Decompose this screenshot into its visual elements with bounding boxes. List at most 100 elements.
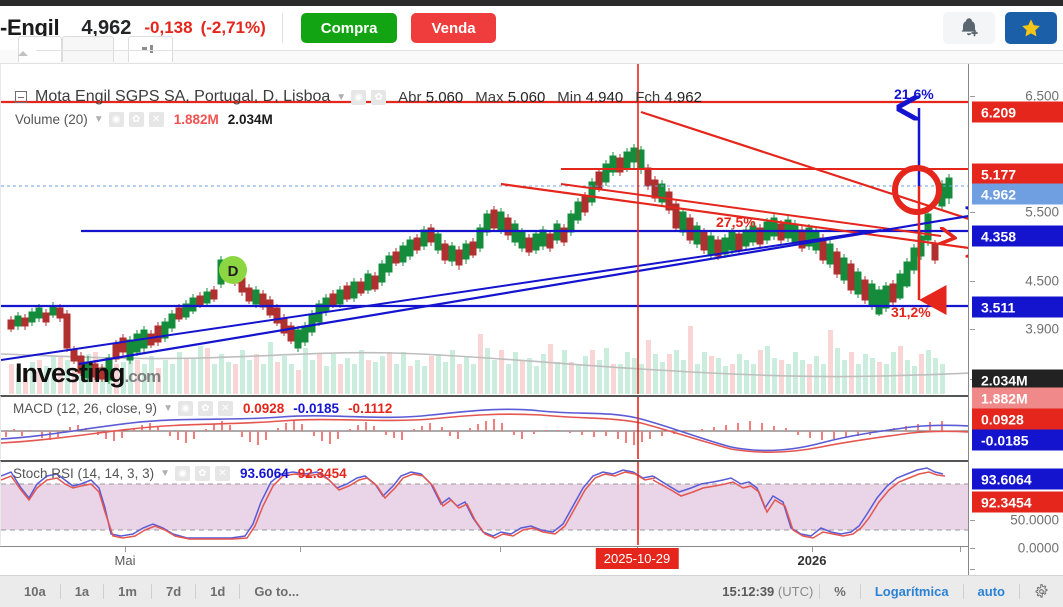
macd-legend: MACD (12, 26, close, 9) ▼ ◉ ✿ ✕ 0.0928 -… bbox=[13, 401, 392, 416]
goto-button[interactable]: Go to... bbox=[254, 584, 300, 599]
volume-value-1: 1.882M bbox=[173, 112, 219, 127]
window-top-strip bbox=[0, 0, 1063, 6]
macd-close-icon[interactable]: ✕ bbox=[217, 401, 233, 416]
header-divider bbox=[281, 13, 283, 43]
macd-value-1: 0.0928 bbox=[242, 401, 285, 416]
gear-icon[interactable]: ✿ bbox=[371, 89, 387, 105]
mid-percent-label: 27,5% bbox=[716, 214, 756, 230]
alert-button[interactable] bbox=[943, 12, 995, 44]
range-7d[interactable]: 7d bbox=[165, 584, 182, 599]
stoch-tick-bottom bbox=[970, 569, 975, 570]
axis-badge-4358: 4.358 bbox=[972, 225, 1063, 247]
x-tick-mai bbox=[125, 547, 126, 552]
gear-icon bbox=[1035, 584, 1048, 598]
sell-button[interactable]: Venda bbox=[411, 13, 496, 43]
toolbar-sep-2 bbox=[103, 584, 105, 599]
tab-3[interactable] bbox=[128, 36, 173, 62]
toolbar-sep-3 bbox=[150, 584, 152, 599]
stoch-value-1: 93.6064 bbox=[239, 466, 289, 481]
bell-plus-icon bbox=[961, 18, 978, 37]
price-change-percent: (-2,71%) bbox=[200, 18, 266, 37]
stoch-axis-badge-1: 93.6064 bbox=[972, 468, 1063, 490]
axis-label-3900: 3.900 bbox=[1025, 321, 1059, 337]
volume-chevron-down-icon[interactable]: ▼ bbox=[93, 114, 104, 125]
chevron-down-icon[interactable]: ▼ bbox=[336, 91, 347, 103]
stoch-tick-50 bbox=[970, 520, 975, 521]
ohlc-low-value: 4.940 bbox=[585, 88, 624, 106]
tick-3900 bbox=[970, 329, 975, 330]
upside-percent-label: 21,6% bbox=[894, 86, 934, 102]
range-1a[interactable]: 1a bbox=[74, 584, 90, 599]
volume-ma-line bbox=[1, 351, 968, 378]
price-svg: D bbox=[1, 64, 968, 394]
symbol-name: -Engil bbox=[0, 15, 60, 40]
stoch-d-line bbox=[1, 471, 656, 540]
stoch-visibility-icon[interactable]: ◉ bbox=[174, 466, 190, 481]
macd-chevron-down-icon[interactable]: ▼ bbox=[163, 403, 173, 414]
macd-svg bbox=[1, 397, 968, 459]
ohlc-high: Max 5.060 bbox=[475, 88, 546, 106]
stoch-band bbox=[1, 484, 968, 530]
stoch-gear-icon[interactable]: ✿ bbox=[194, 466, 210, 481]
toolbar-sep-5 bbox=[239, 584, 241, 599]
ohlc-close-value: 4.962 bbox=[664, 88, 702, 106]
collapse-caret-icon[interactable] bbox=[18, 51, 28, 56]
stoch-d-line-2 bbox=[652, 471, 946, 539]
x-tick-5 bbox=[960, 547, 961, 552]
stoch-axis-badge-2: 92.3454 bbox=[972, 491, 1063, 513]
stoch-axis-label-50: 50.0000 bbox=[1010, 512, 1059, 528]
volume-visibility-icon[interactable]: ◉ bbox=[108, 112, 124, 127]
last-price: 4,962 bbox=[81, 16, 132, 39]
visibility-icon[interactable]: ◉ bbox=[351, 89, 367, 105]
tab-1[interactable] bbox=[18, 36, 62, 62]
macd-line bbox=[1, 408, 968, 452]
crosshair-date-badge: 2025-10-29 bbox=[595, 548, 679, 569]
price-axis[interactable]: 6.500 5.500 4.500 3.900 3.100 6.209 5.17… bbox=[968, 64, 1063, 575]
clock-time: 15:12:39 (UTC) bbox=[722, 584, 814, 599]
stoch-value-2: 92.3454 bbox=[297, 466, 347, 481]
ohlc-open: Abr 5.060 bbox=[398, 88, 464, 106]
toolbar-sep-9 bbox=[1019, 584, 1020, 599]
downtrend-line-lower bbox=[500, 182, 968, 248]
price-change: -0,138 bbox=[144, 18, 193, 37]
instrument-name[interactable]: Mota Engil SGPS SA, Portugal, D, Lisboa bbox=[35, 88, 331, 105]
range-1d[interactable]: 1d bbox=[210, 584, 226, 599]
stoch-label[interactable]: Stoch RSI (14, 14, 3, 3) bbox=[13, 466, 155, 481]
axis-badge-6209: 6.209 bbox=[972, 101, 1063, 123]
volume-gear-icon[interactable]: ✿ bbox=[128, 112, 144, 127]
buy-button[interactable]: Compra bbox=[300, 13, 398, 43]
collapse-icon[interactable] bbox=[15, 91, 27, 103]
toolbar-sep-7 bbox=[859, 584, 861, 599]
tick-5500 bbox=[970, 212, 975, 213]
ohlc-high-value: 5.060 bbox=[507, 88, 546, 106]
range-1m[interactable]: 1m bbox=[118, 584, 137, 599]
macd-pane[interactable]: MACD (12, 26, close, 9) ▼ ◉ ✿ ✕ 0.0928 -… bbox=[0, 395, 968, 459]
volume-close-icon[interactable]: ✕ bbox=[148, 112, 164, 127]
watchlist-button[interactable] bbox=[1005, 12, 1057, 44]
axis-label-4500: 4.500 bbox=[1025, 273, 1059, 289]
stoch-chevron-down-icon[interactable]: ▼ bbox=[160, 468, 170, 479]
settings-button[interactable] bbox=[1020, 584, 1063, 599]
volume-label[interactable]: Volume (20) bbox=[15, 112, 88, 127]
macd-axis-badge-1: 0.0928 bbox=[972, 408, 1063, 430]
time-axis[interactable]: Mai 2025-10-29 2026 bbox=[0, 546, 968, 575]
stoch-close-icon[interactable]: ✕ bbox=[214, 466, 230, 481]
macd-gear-icon[interactable]: ✿ bbox=[197, 401, 213, 416]
quote-header: -Engil 4,962 -0,138 (-2,71%) Compra Vend… bbox=[0, 6, 1063, 50]
macd-visibility-icon[interactable]: ◉ bbox=[177, 401, 193, 416]
macd-axis-badge-2: -0.0185 bbox=[972, 429, 1063, 451]
instrument-legend: Mota Engil SGPS SA, Portugal, D, Lisboa … bbox=[15, 88, 702, 106]
percent-toggle[interactable]: % bbox=[834, 584, 846, 599]
log-scale-toggle[interactable]: Logarítmica bbox=[874, 584, 949, 599]
macd-label[interactable]: MACD (12, 26, close, 9) bbox=[13, 401, 158, 416]
dividend-marker-circle bbox=[219, 256, 247, 284]
star-icon bbox=[1022, 18, 1040, 36]
auto-scale-toggle[interactable]: auto bbox=[977, 584, 1005, 599]
stoch-pane[interactable]: Stoch RSI (14, 14, 3, 3) ▼ ◉ ✿ ✕ 93.6064… bbox=[0, 460, 968, 545]
price-plot[interactable]: D 21,6% 27,5% 31,2% Mota Engil SGPS SA, … bbox=[0, 64, 968, 394]
range-10a[interactable]: 10a bbox=[24, 584, 46, 599]
volume-value-2: 2.034M bbox=[227, 112, 273, 127]
macd-signal-line bbox=[1, 413, 968, 453]
axis-badge-5177: 5.177 bbox=[972, 163, 1063, 185]
tab-2[interactable] bbox=[62, 36, 114, 62]
